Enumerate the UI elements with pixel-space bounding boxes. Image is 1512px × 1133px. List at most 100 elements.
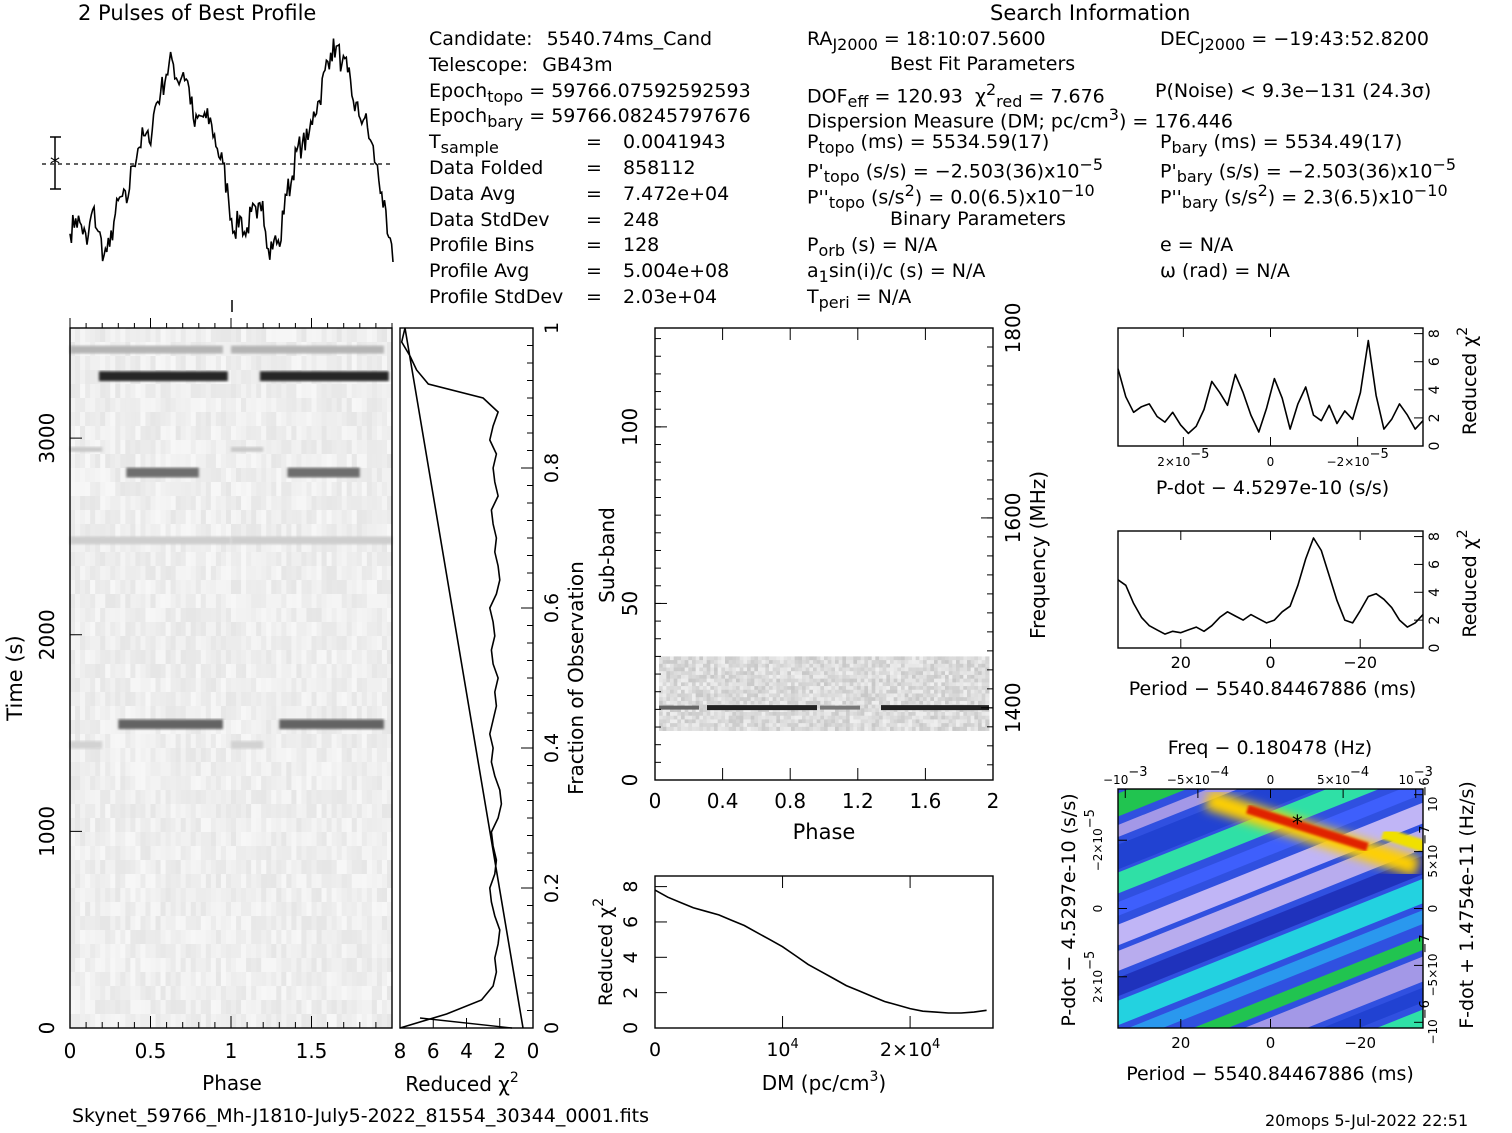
grey-cell bbox=[381, 944, 388, 959]
subband-cell bbox=[688, 674, 693, 680]
subband-cell bbox=[706, 693, 711, 698]
grey-cell bbox=[291, 454, 297, 469]
grey-cell bbox=[386, 972, 393, 987]
grey-cell bbox=[241, 384, 247, 399]
subband-cell bbox=[688, 700, 693, 706]
grey-cell bbox=[356, 818, 363, 833]
grey-cell bbox=[85, 972, 91, 987]
pnoise-label: P(Noise) < 9.3e−131 (24.3σ) bbox=[1155, 80, 1432, 102]
grey-cell bbox=[256, 790, 262, 805]
grey-cell bbox=[241, 538, 247, 553]
subband-cell bbox=[805, 693, 810, 698]
grey-cell bbox=[301, 650, 307, 665]
subband-cell bbox=[820, 667, 825, 672]
grey-cell bbox=[135, 972, 141, 987]
subband-cell bbox=[827, 689, 832, 694]
grey-cell bbox=[321, 776, 327, 791]
grey-cell bbox=[150, 356, 156, 371]
grey-cell bbox=[306, 566, 312, 581]
grey-cell bbox=[70, 972, 76, 987]
subband-cell bbox=[838, 689, 843, 694]
subband-cell bbox=[659, 663, 664, 668]
grey-cell bbox=[271, 874, 277, 889]
grey-cell bbox=[200, 1014, 207, 1029]
grey-cell bbox=[220, 650, 227, 665]
grey-cell bbox=[155, 580, 161, 595]
grey-cell bbox=[301, 874, 307, 889]
grey-cell bbox=[321, 398, 327, 413]
grey-cell bbox=[125, 776, 131, 791]
grey-cell bbox=[321, 916, 327, 931]
grey-cell bbox=[371, 860, 378, 875]
grey-cell bbox=[311, 986, 317, 1001]
grey-cell bbox=[210, 748, 217, 763]
subband-cell bbox=[769, 712, 774, 717]
grey-cell bbox=[371, 664, 378, 679]
grey-cell bbox=[326, 426, 333, 441]
grey-cell bbox=[231, 986, 237, 1001]
subband-cell bbox=[879, 715, 884, 720]
subband-cell bbox=[787, 686, 792, 691]
subband-cell bbox=[967, 697, 972, 702]
grey-cell bbox=[210, 650, 217, 665]
grey-cell bbox=[150, 398, 156, 413]
subband-cell bbox=[835, 689, 840, 694]
grey-cell bbox=[266, 986, 272, 1001]
grey-cell bbox=[306, 328, 312, 343]
grey-cell bbox=[231, 930, 237, 945]
subband-cell bbox=[688, 660, 693, 665]
grey-cell bbox=[155, 790, 161, 805]
grey-cell bbox=[366, 608, 373, 623]
grey-cell bbox=[271, 426, 277, 441]
grey-cell bbox=[75, 356, 81, 371]
grey-cell bbox=[160, 510, 166, 525]
grey-cell bbox=[140, 706, 146, 721]
grey-cell bbox=[90, 608, 96, 623]
subband-cell bbox=[915, 693, 920, 698]
subband-cell bbox=[791, 671, 796, 676]
grey-cell bbox=[346, 902, 353, 917]
grey-cell bbox=[236, 818, 242, 833]
grey-cell bbox=[321, 356, 327, 371]
grey-cell bbox=[306, 846, 312, 861]
grey-cell bbox=[286, 930, 292, 945]
grey-cell bbox=[135, 1014, 141, 1029]
grey-cell bbox=[366, 762, 373, 777]
grey-cell bbox=[361, 860, 368, 875]
subband-cell bbox=[710, 682, 715, 687]
grey-cell bbox=[80, 762, 86, 777]
subband-cell bbox=[769, 678, 774, 683]
subband-cell bbox=[772, 712, 777, 717]
subband-cell bbox=[967, 682, 972, 687]
subband-cell bbox=[794, 667, 799, 672]
grey-cell bbox=[246, 678, 252, 693]
subband-cell bbox=[875, 697, 880, 702]
grey-cell bbox=[261, 538, 267, 553]
subband-cell bbox=[699, 667, 704, 672]
subband-cell bbox=[945, 656, 950, 661]
subband-cell bbox=[816, 667, 821, 672]
subband-cell bbox=[941, 656, 946, 661]
grey-cell bbox=[115, 888, 121, 903]
subband-cell bbox=[974, 715, 979, 720]
grey-cell bbox=[331, 692, 338, 707]
grey-cell bbox=[105, 384, 111, 399]
grey-cell bbox=[80, 860, 86, 875]
subband-cell bbox=[882, 671, 887, 676]
grey-cell bbox=[155, 944, 161, 959]
grey-cell bbox=[386, 524, 393, 539]
subband-cell bbox=[710, 693, 715, 698]
grey-cell bbox=[286, 874, 292, 889]
subband-cell bbox=[813, 689, 818, 694]
grey-cell bbox=[130, 384, 136, 399]
subband-cell bbox=[684, 712, 689, 717]
grey-cell bbox=[70, 874, 76, 889]
grey-cell bbox=[266, 538, 272, 553]
subband-cell bbox=[831, 686, 836, 691]
grey-cell bbox=[180, 930, 187, 945]
grey-cell bbox=[95, 664, 101, 679]
grey-cell bbox=[311, 692, 317, 707]
grey-cell bbox=[155, 986, 161, 1001]
info-eq: = bbox=[586, 182, 602, 205]
grey-cell bbox=[356, 398, 363, 413]
